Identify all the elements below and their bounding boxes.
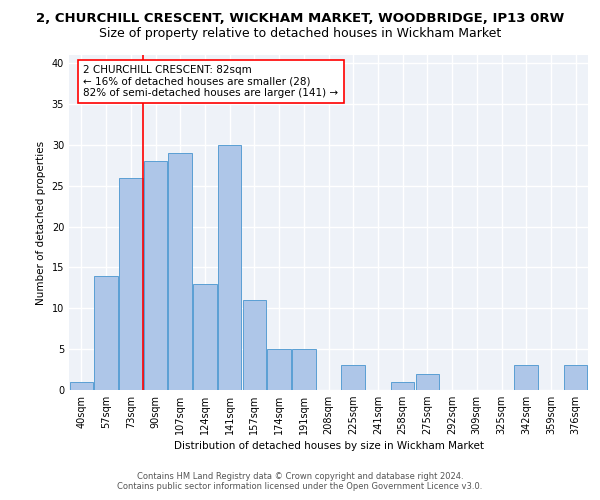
Bar [70,382,93,390]
Text: Contains HM Land Registry data © Crown copyright and database right 2024.: Contains HM Land Registry data © Crown c… [137,472,463,481]
Bar [169,153,192,390]
Bar [218,145,241,390]
Bar [514,366,538,390]
Bar [564,366,587,390]
Bar [268,349,291,390]
Bar [119,178,143,390]
Y-axis label: Number of detached properties: Number of detached properties [36,140,46,304]
Text: 2 CHURCHILL CRESCENT: 82sqm
← 16% of detached houses are smaller (28)
82% of sem: 2 CHURCHILL CRESCENT: 82sqm ← 16% of det… [83,65,338,98]
Bar [193,284,217,390]
X-axis label: Distribution of detached houses by size in Wickham Market: Distribution of detached houses by size … [173,442,484,452]
Text: Contains public sector information licensed under the Open Government Licence v3: Contains public sector information licen… [118,482,482,491]
Text: Size of property relative to detached houses in Wickham Market: Size of property relative to detached ho… [99,28,501,40]
Bar [242,300,266,390]
Text: 2, CHURCHILL CRESCENT, WICKHAM MARKET, WOODBRIDGE, IP13 0RW: 2, CHURCHILL CRESCENT, WICKHAM MARKET, W… [36,12,564,26]
Bar [292,349,316,390]
Bar [391,382,415,390]
Bar [94,276,118,390]
Bar [144,161,167,390]
Bar [416,374,439,390]
Bar [341,366,365,390]
